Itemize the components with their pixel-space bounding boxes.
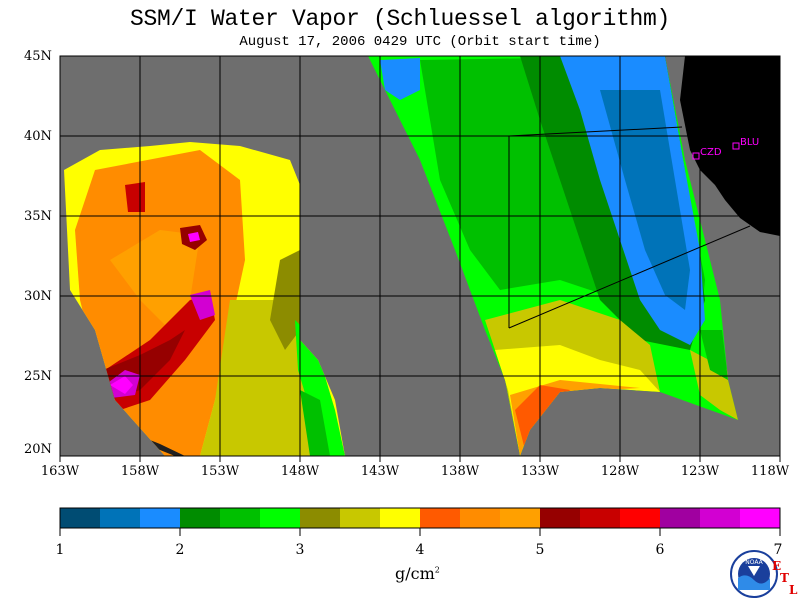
colorbar-tick-label: 1 — [55, 542, 65, 558]
lon-label: 153W — [200, 464, 240, 479]
colorbar-ticks — [59, 528, 781, 536]
colorbar-swatch — [220, 508, 261, 528]
noaa-logo-icon: NOAA — [730, 550, 778, 598]
colorbar-swatch — [300, 508, 341, 528]
colorbar-swatch — [540, 508, 581, 528]
colorbar-tick-label: 2 — [175, 542, 185, 558]
units-exponent: 2 — [434, 565, 440, 575]
colorbar-tick-label: 5 — [535, 542, 545, 558]
colorbar-swatch — [620, 508, 661, 528]
colorbar-tick-label: 7 — [773, 542, 783, 558]
colorbar-tick-label: 4 — [415, 542, 425, 558]
colorbar-swatch — [100, 508, 141, 528]
etl-letter-t: T — [780, 571, 789, 585]
colorbar-swatch — [380, 508, 421, 528]
land-mass — [680, 56, 780, 236]
colorbar-swatch — [420, 508, 461, 528]
colorbar-tick-label: 6 — [655, 542, 665, 558]
colorbar-swatch — [660, 508, 701, 528]
lon-label: 138W — [440, 464, 480, 479]
colorbar-swatch — [740, 508, 781, 528]
colorbar-swatch — [60, 508, 101, 528]
lon-label: 143W — [360, 464, 400, 479]
map-title: SSM/I Water Vapor (Schluessel algorithm) — [129, 6, 671, 32]
colorbar-swatch — [340, 508, 381, 528]
colorbar-swatch — [140, 508, 181, 528]
colorbar-tick-label: 3 — [295, 542, 305, 558]
lon-label: 133W — [520, 464, 560, 479]
lat-label: 45N — [24, 49, 52, 64]
lat-label: 30N — [24, 289, 52, 304]
lon-label: 148W — [280, 464, 320, 479]
colorbar-swatch — [260, 508, 301, 528]
colorbar-swatch — [580, 508, 621, 528]
axis-ticks — [59, 456, 781, 462]
map-frame — [59, 55, 781, 457]
lat-label: 25N — [24, 369, 52, 384]
lat-label: 35N — [24, 209, 52, 224]
site-label-czd: CZD — [700, 147, 722, 158]
etl-letter-l: L — [789, 583, 798, 597]
site-marker-blu — [732, 142, 740, 150]
site-label-blu: BLU — [740, 137, 760, 148]
lon-label: 163W — [40, 464, 80, 479]
colorbar-swatch — [180, 508, 221, 528]
lon-label: 128W — [600, 464, 640, 479]
lat-label: 20N — [24, 442, 52, 457]
units-text: g/cm — [395, 564, 435, 583]
lon-label: 123W — [680, 464, 720, 479]
colorbar-swatch — [500, 508, 541, 528]
etl-letter-e: E — [772, 559, 782, 573]
lat-lon-grid — [60, 56, 780, 456]
colorbar-units: g/cm2 — [395, 564, 440, 583]
lon-label: 158W — [120, 464, 160, 479]
colorbar-swatch — [700, 508, 741, 528]
colorbar — [60, 508, 781, 528]
lat-label: 40N — [24, 129, 52, 144]
site-marker-czd — [692, 152, 700, 160]
colorbar-swatch — [460, 508, 501, 528]
noaa-logo-text: NOAA — [745, 559, 763, 566]
map-subtitle: August 17, 2006 0429 UTC (Orbit start ti… — [239, 34, 601, 50]
lon-label: 118W — [750, 464, 790, 479]
